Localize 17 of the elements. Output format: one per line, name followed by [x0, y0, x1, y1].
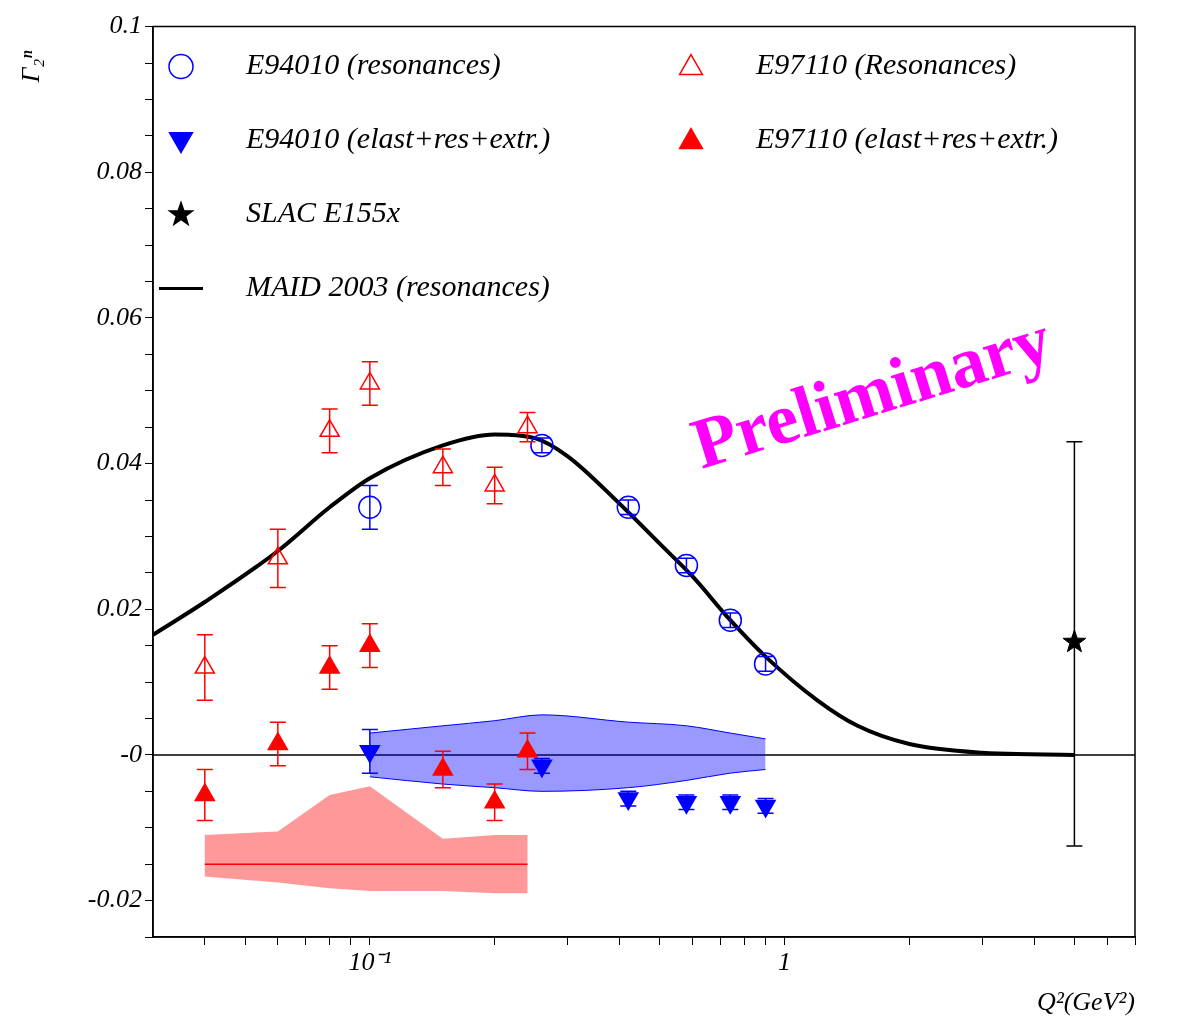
legend-label: SLAC E155x	[246, 195, 401, 229]
y-tick-label: 0.08	[96, 156, 142, 186]
y-tick-label: 0.1	[109, 10, 142, 40]
x-tick-label: 10⁻¹	[348, 947, 392, 977]
y-tick-label: 0.04	[96, 447, 142, 477]
y-tick-label: 0.06	[96, 301, 142, 331]
legend-label: MAID 2003 (resonances)	[245, 269, 550, 304]
legend-label: E94010 (elast+res+extr.)	[245, 121, 551, 156]
legend-label: E97110 (elast+res+extr.)	[755, 121, 1059, 156]
x-axis-title: Q²(GeV²)	[1037, 986, 1135, 1016]
y-tick-label: 0.02	[96, 593, 142, 623]
legend-label: E97110 (Resonances)	[755, 47, 1017, 82]
x-tick-label: 1	[778, 947, 792, 977]
y-tick-label: -0.02	[87, 884, 142, 914]
y-tick-label: -0	[120, 738, 142, 768]
legend-label: E94010 (resonances)	[245, 47, 501, 82]
y-axis-title: Γ₂ⁿ	[15, 49, 45, 84]
